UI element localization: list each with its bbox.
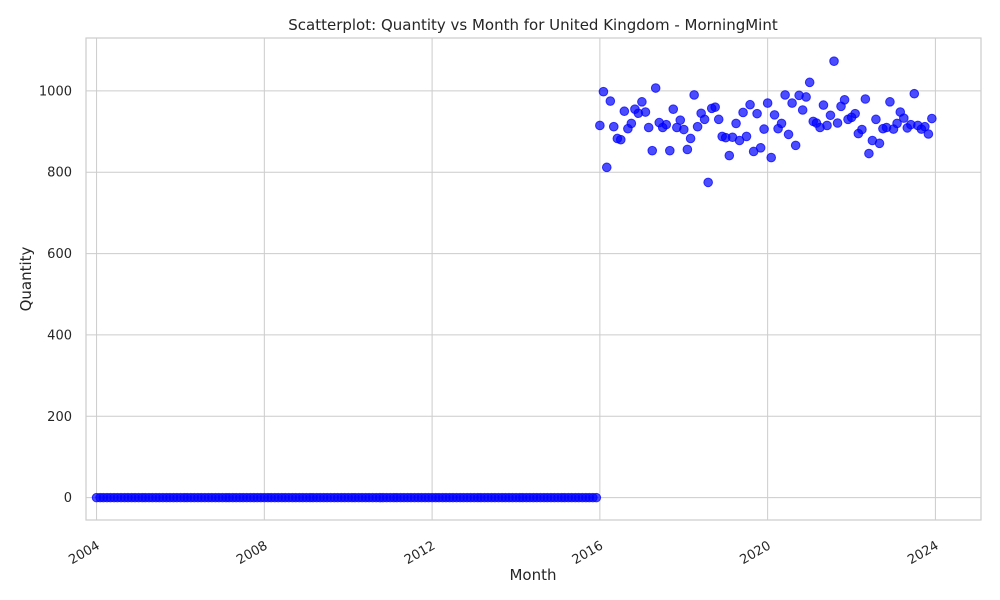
data-point [615, 134, 626, 145]
y-tick-label: 1000 [39, 84, 72, 99]
data-point [790, 140, 801, 151]
x-tick-labels: 2004 2008 2012 2016 2020 2024 [66, 538, 941, 568]
x-tick-label: 2008 [234, 538, 270, 568]
data-point [923, 129, 934, 139]
data-point [699, 114, 710, 125]
y-axis-label: Quantity [17, 246, 35, 311]
data-point [780, 90, 790, 100]
data-point [885, 97, 895, 107]
data-point [734, 135, 745, 146]
data-point [692, 121, 703, 132]
x-tick-label: 2016 [570, 538, 606, 568]
data-point [860, 94, 871, 104]
y-tick-label: 400 [47, 328, 72, 343]
data-point [661, 119, 672, 130]
data-point [783, 129, 794, 140]
data-point [804, 77, 815, 88]
data-point [689, 90, 699, 100]
data-point [752, 108, 762, 119]
data-point [741, 131, 752, 142]
data-point [738, 107, 748, 118]
data-point [682, 144, 693, 155]
x-tick-label: 2020 [737, 538, 773, 568]
data-point [745, 99, 755, 110]
data-point [850, 108, 860, 119]
data-point [766, 152, 777, 163]
data-point [871, 114, 881, 125]
data-point [598, 86, 609, 97]
data-point [713, 114, 724, 125]
data-point [595, 120, 605, 131]
y-tick-label: 200 [47, 410, 72, 425]
x-tick-label: 2024 [905, 538, 941, 568]
data-point [685, 133, 696, 144]
data-point [927, 113, 937, 124]
x-tick-label: 2012 [402, 538, 438, 568]
data-point [822, 120, 832, 131]
data-point [755, 143, 766, 153]
data-point [825, 110, 836, 121]
data-point [759, 124, 769, 134]
gridlines [86, 38, 981, 520]
x-axis-label: Month [509, 566, 556, 584]
data-point [762, 98, 773, 108]
data-point [679, 124, 689, 135]
data-point [650, 83, 661, 93]
data-point [710, 102, 720, 112]
data-point [839, 95, 850, 105]
data-point [619, 106, 630, 117]
data-point [787, 98, 797, 108]
data-point [608, 121, 619, 132]
data-point [591, 492, 602, 503]
data-point [818, 100, 829, 110]
data-point [601, 162, 612, 173]
data-point [675, 115, 686, 125]
x-tick-label: 2004 [66, 538, 102, 568]
data-points [91, 56, 937, 503]
data-point [703, 177, 713, 188]
data-point [668, 104, 679, 114]
data-point [769, 110, 780, 120]
data-point [665, 145, 675, 156]
data-point [832, 118, 843, 128]
plot-frame [85, 37, 982, 521]
y-tick-label: 600 [47, 247, 72, 262]
y-tick-label: 0 [64, 491, 72, 506]
data-point [776, 118, 787, 129]
data-point [801, 92, 811, 102]
data-point [643, 122, 654, 133]
data-point [647, 145, 658, 156]
data-point [797, 105, 808, 115]
data-point [731, 118, 741, 129]
y-tick-label: 800 [47, 166, 72, 181]
data-point [899, 113, 909, 123]
data-point [640, 107, 651, 117]
data-point [626, 118, 637, 129]
data-point [874, 138, 885, 149]
data-point [829, 56, 839, 66]
y-tick-labels: 0 200 400 600 800 1000 [39, 84, 72, 506]
data-point [605, 96, 616, 106]
data-point [864, 148, 874, 159]
data-point [909, 88, 920, 99]
data-point [892, 118, 902, 129]
data-point [637, 97, 647, 107]
data-point [724, 150, 735, 161]
data-point [857, 124, 867, 135]
chart-title: Scatterplot: Quantity vs Month for Unite… [288, 16, 778, 34]
